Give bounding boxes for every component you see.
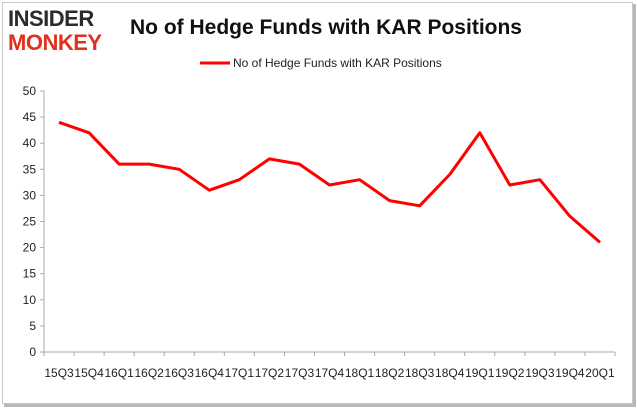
x-tick-label: 16Q4 <box>195 366 225 380</box>
x-tick-label: 19Q3 <box>525 366 555 380</box>
x-tick-label: 17Q3 <box>285 366 315 380</box>
y-axis-ticks: 0 5 10 15 20 25 30 35 40 45 50 <box>23 84 44 359</box>
x-tick-label: 15Q3 <box>44 366 74 380</box>
y-tick-label: 35 <box>23 162 37 176</box>
y-tick-label: 40 <box>23 136 37 150</box>
chart-series <box>58 120 601 244</box>
logo-word-monkey: MONKEY <box>8 30 102 55</box>
chart-frame <box>2 2 633 404</box>
legend-label: No of Hedge Funds with KAR Positions <box>233 56 442 70</box>
y-tick-label: 50 <box>23 84 37 98</box>
x-tick-label: 15Q4 <box>74 366 104 380</box>
x-tick-label: 16Q2 <box>135 366 165 380</box>
y-tick-label: 0 <box>29 345 36 359</box>
chart-title: No of Hedge Funds with KAR Positions <box>130 16 522 39</box>
x-tick-label: 18Q1 <box>345 366 375 380</box>
x-axis-ticks: 15Q3 15Q4 16Q1 16Q2 16Q3 16Q4 17Q1 17Q2 17Q3 17Q4… <box>43 352 616 380</box>
logo-word-insider: INSIDER <box>8 6 94 31</box>
y-tick-label: 10 <box>23 293 37 307</box>
x-tick-label: 19Q4 <box>555 366 585 380</box>
x-tick-label: 19Q1 <box>465 366 495 380</box>
y-tick-label: 15 <box>23 267 37 281</box>
y-tick-label: 20 <box>23 241 37 255</box>
x-tick-label: 18Q2 <box>375 366 405 380</box>
chart-legend: No of Hedge Funds with KAR Positions <box>200 56 442 70</box>
x-tick-label: 20Q1 <box>585 366 615 380</box>
x-tick-label: 17Q1 <box>225 366 255 380</box>
x-tick-label: 16Q1 <box>104 366 134 380</box>
x-tick-label: 17Q2 <box>255 366 285 380</box>
x-tick-label: 18Q3 <box>405 366 435 380</box>
chart-axes <box>43 91 615 353</box>
y-tick-label: 25 <box>23 215 37 229</box>
x-tick-label: 17Q4 <box>315 366 345 380</box>
y-tick-label: 45 <box>23 110 37 124</box>
x-tick-label: 16Q3 <box>165 366 195 380</box>
x-tick-label: 18Q4 <box>435 366 465 380</box>
y-tick-label: 5 <box>29 319 36 333</box>
x-tick-label: 19Q2 <box>495 366 525 380</box>
y-tick-label: 30 <box>23 188 37 202</box>
insider-monkey-logo: INSIDER MONKEY <box>8 8 120 54</box>
series-line <box>58 120 601 244</box>
